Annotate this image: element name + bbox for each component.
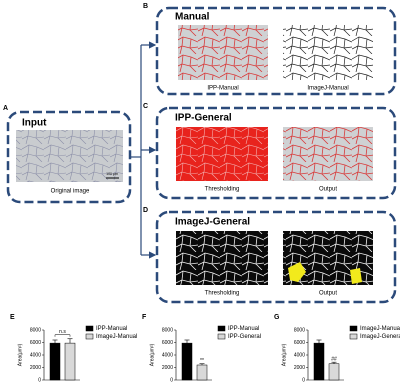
bar xyxy=(49,342,61,381)
y-tick-label: 6000 xyxy=(30,340,41,346)
panel-box xyxy=(155,210,397,304)
micrograph xyxy=(283,127,373,181)
significance-bracket xyxy=(54,334,71,337)
legend-swatch xyxy=(349,325,358,332)
panel-title: IPP-General xyxy=(175,113,232,124)
error-bar xyxy=(331,361,337,364)
legend-swatch xyxy=(85,333,94,340)
y-tick-label: 2000 xyxy=(30,365,41,371)
highlight xyxy=(288,262,362,284)
y-tick-label: 0 xyxy=(302,377,305,383)
bar xyxy=(328,363,340,381)
connectors xyxy=(131,41,157,259)
error-bar xyxy=(52,339,58,344)
panel-a: A Input 100 μm Original image xyxy=(3,105,132,204)
panel-box xyxy=(155,6,397,96)
panel-letter: D xyxy=(143,207,148,214)
panel-b: B Manual IPP-Manual ImageJ-Manual xyxy=(143,3,397,96)
y-tick-label: 0 xyxy=(38,377,41,383)
legend-label: ImageJ-Manual xyxy=(360,326,400,332)
scale-bar-label: 100 μm xyxy=(106,172,118,176)
error-bar xyxy=(184,339,190,344)
panel-letter: A xyxy=(3,105,8,112)
y-axis-label: Area(μm²) xyxy=(17,343,23,366)
caption: Output xyxy=(319,187,337,193)
panel-box xyxy=(6,110,132,204)
annotation: ** xyxy=(200,358,204,364)
caption: Thresholding xyxy=(205,291,240,297)
y-axis-label: Area(μm²) xyxy=(281,343,287,366)
legend-swatch xyxy=(217,325,226,332)
bar xyxy=(196,364,208,381)
caption: Output xyxy=(319,291,337,297)
legend-label: IPP-General xyxy=(228,334,261,340)
panel-letter: C xyxy=(143,103,148,110)
error-bar xyxy=(316,339,322,344)
panel-title: ImageJ-General xyxy=(175,217,250,228)
y-tick-label: 2000 xyxy=(294,365,305,371)
caption: ImageJ-Manual xyxy=(307,86,348,92)
legend-swatch xyxy=(349,333,358,340)
bar xyxy=(64,342,76,381)
legend-label: ImageJ-General xyxy=(360,334,400,340)
panel-letter: E xyxy=(10,314,15,321)
panel-title: Manual xyxy=(175,12,210,23)
panel-letter: F xyxy=(142,314,147,321)
legend-label: IPP-Manual xyxy=(228,326,259,332)
y-tick-label: 6000 xyxy=(294,340,305,346)
micrograph xyxy=(16,130,123,182)
bar xyxy=(181,342,193,381)
micrograph xyxy=(176,231,268,285)
error-bar xyxy=(67,338,73,344)
caption: Original image xyxy=(51,189,90,195)
y-tick-label: 6000 xyxy=(162,340,173,346)
micrograph xyxy=(283,25,373,80)
y-axis-label: Area(μm²) xyxy=(149,343,155,366)
panel-letter: G xyxy=(274,314,280,321)
legend-label: IPP-Manual xyxy=(96,326,127,332)
panel-box xyxy=(155,106,397,200)
y-tick-label: 4000 xyxy=(162,352,173,358)
y-tick-label: 8000 xyxy=(294,327,305,333)
panel-letter: B xyxy=(143,3,148,10)
error-bar xyxy=(199,363,205,365)
caption: IPP-Manual xyxy=(207,86,238,92)
y-tick-label: 0 xyxy=(170,377,173,383)
panel-d: D ImageJ-General Thresholding Output xyxy=(143,207,397,304)
micrograph xyxy=(176,127,268,181)
y-tick-label: 8000 xyxy=(30,327,41,333)
micrograph xyxy=(178,25,268,80)
y-tick-label: 8000 xyxy=(162,327,173,333)
legend-swatch xyxy=(85,325,94,332)
panel-title: Input xyxy=(22,118,47,129)
bar xyxy=(313,342,325,381)
y-tick-label: 4000 xyxy=(30,352,41,358)
y-tick-label: 4000 xyxy=(294,352,305,358)
annotation: ## xyxy=(331,357,337,363)
panel-c: C IPP-General Thresholding Output xyxy=(143,103,397,200)
legend-label: ImageJ-Manual xyxy=(96,334,137,340)
caption: Thresholding xyxy=(205,187,240,193)
annotation: n.s xyxy=(59,329,66,335)
y-tick-label: 2000 xyxy=(162,365,173,371)
legend-swatch xyxy=(217,333,226,340)
